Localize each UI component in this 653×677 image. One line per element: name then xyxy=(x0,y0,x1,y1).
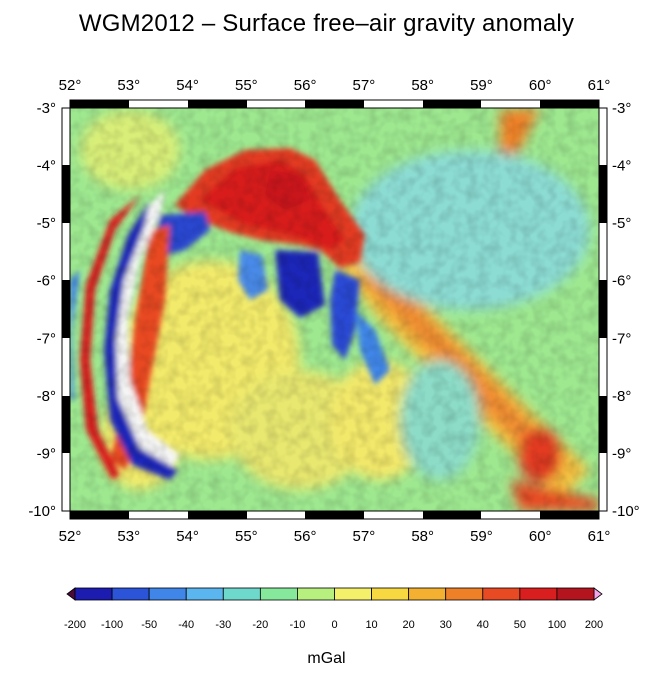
colorbar: -200 -100 -50 -40 -30 -20 -10 0 10 20 30 40 50 100 200 xyxy=(64,587,603,631)
colorbar-tick-label: 100 xyxy=(548,619,566,631)
latitude-tick-label: -9° xyxy=(612,445,631,462)
longitude-tick-label: 60° xyxy=(529,528,552,545)
colorbar-segment xyxy=(556,587,595,601)
colorbar-segment xyxy=(185,587,224,601)
colorbar-segment xyxy=(148,587,187,601)
colorbar-tick-label: 10 xyxy=(365,619,377,631)
colorbar-tick-label: -30 xyxy=(215,619,231,631)
colorbar-tick-label: 30 xyxy=(440,619,452,631)
map-border-ticks xyxy=(61,99,608,520)
latitude-tick-label: -4° xyxy=(37,158,56,175)
longitude-tick-label: 57° xyxy=(353,528,376,545)
colorbar-unit: mGal xyxy=(307,650,346,667)
colorbar-segment xyxy=(371,587,410,601)
longitude-tick-label: 59° xyxy=(470,77,493,94)
colorbar-tick-label: 0 xyxy=(331,619,337,631)
colorbar-segment xyxy=(222,587,261,601)
longitude-tick-label: 58° xyxy=(411,528,434,545)
longitude-tick-label: 56° xyxy=(294,77,317,94)
longitude-tick-label: 52° xyxy=(59,77,82,94)
latitude-tick-label: -5° xyxy=(37,215,56,232)
longitude-tick-label: 54° xyxy=(176,528,199,545)
colorbar-tick-label: -20 xyxy=(252,619,268,631)
longitude-tick-label: 57° xyxy=(353,77,376,94)
longitude-tick-label: 55° xyxy=(235,528,258,545)
colorbar-segment xyxy=(408,587,447,601)
latitude-tick-label: -4° xyxy=(612,158,631,175)
colorbar-tick-label: 20 xyxy=(403,619,415,631)
longitude-tick-label: 54° xyxy=(176,77,199,94)
longitude-tick-label: 53° xyxy=(117,77,140,94)
colorbar-tick-label: 50 xyxy=(514,619,526,631)
latitude-tick-label: -8° xyxy=(612,388,631,405)
gravity-anomaly-map xyxy=(70,108,599,511)
latitude-tick-label: -7° xyxy=(612,330,631,347)
latitude-labels-right: -3° -4° -5° -6° -7° -8° -9° -10° xyxy=(612,100,640,520)
colorbar-tick-label: -10 xyxy=(289,619,305,631)
colorbar-segment xyxy=(111,587,150,601)
colorbar-segment xyxy=(297,587,335,601)
longitude-tick-label: 60° xyxy=(529,77,552,94)
colorbar-tick-label: -40 xyxy=(178,619,194,631)
colorbar-tick-label: -100 xyxy=(101,619,123,631)
longitude-tick-label: 55° xyxy=(235,77,258,94)
latitude-tick-label: -9° xyxy=(37,445,56,462)
longitude-labels-top: 52° 53° 54° 55° 56° 57° 58° 59° 60° 61° xyxy=(59,77,611,94)
colorbar-segment xyxy=(445,587,484,601)
latitude-tick-label: -5° xyxy=(612,215,631,232)
latitude-tick-label: -10° xyxy=(612,503,640,520)
latitude-tick-label: -8° xyxy=(37,388,56,405)
latitude-tick-label: -3° xyxy=(37,100,56,117)
map-title: WGM2012 – Surface free–air gravity anoma… xyxy=(78,10,575,37)
longitude-tick-label: 56° xyxy=(294,528,317,545)
colorbar-tick-label: 200 xyxy=(585,619,603,631)
colorbar-high-triangle xyxy=(593,587,603,601)
longitude-tick-label: 59° xyxy=(470,528,493,545)
longitude-tick-label: 61° xyxy=(588,77,611,94)
longitude-tick-label: 52° xyxy=(59,528,82,545)
colorbar-segment xyxy=(519,587,558,601)
colorbar-tick-label: 40 xyxy=(477,619,489,631)
longitude-tick-label: 58° xyxy=(411,77,434,94)
colorbar-segment xyxy=(259,587,298,601)
longitude-labels-bottom: 52° 53° 54° 55° 56° 57° 58° 59° 60° 61° xyxy=(59,528,611,545)
latitude-tick-label: -10° xyxy=(28,503,56,520)
colorbar-tick-label: -200 xyxy=(64,619,86,631)
latitude-tick-label: -6° xyxy=(612,273,631,290)
latitude-tick-label: -7° xyxy=(37,330,56,347)
colorbar-segment xyxy=(334,587,372,601)
latitude-tick-label: -3° xyxy=(612,100,631,117)
colorbar-segment xyxy=(74,587,113,601)
latitude-tick-label: -6° xyxy=(37,273,56,290)
longitude-tick-label: 61° xyxy=(588,528,611,545)
colorbar-segment xyxy=(482,587,521,601)
colorbar-tick-label: -50 xyxy=(141,619,157,631)
colorbar-low-triangle xyxy=(66,587,76,601)
longitude-tick-label: 53° xyxy=(117,528,140,545)
latitude-labels-left: -3° -4° -5° -6° -7° -8° -9° -10° xyxy=(28,100,56,520)
